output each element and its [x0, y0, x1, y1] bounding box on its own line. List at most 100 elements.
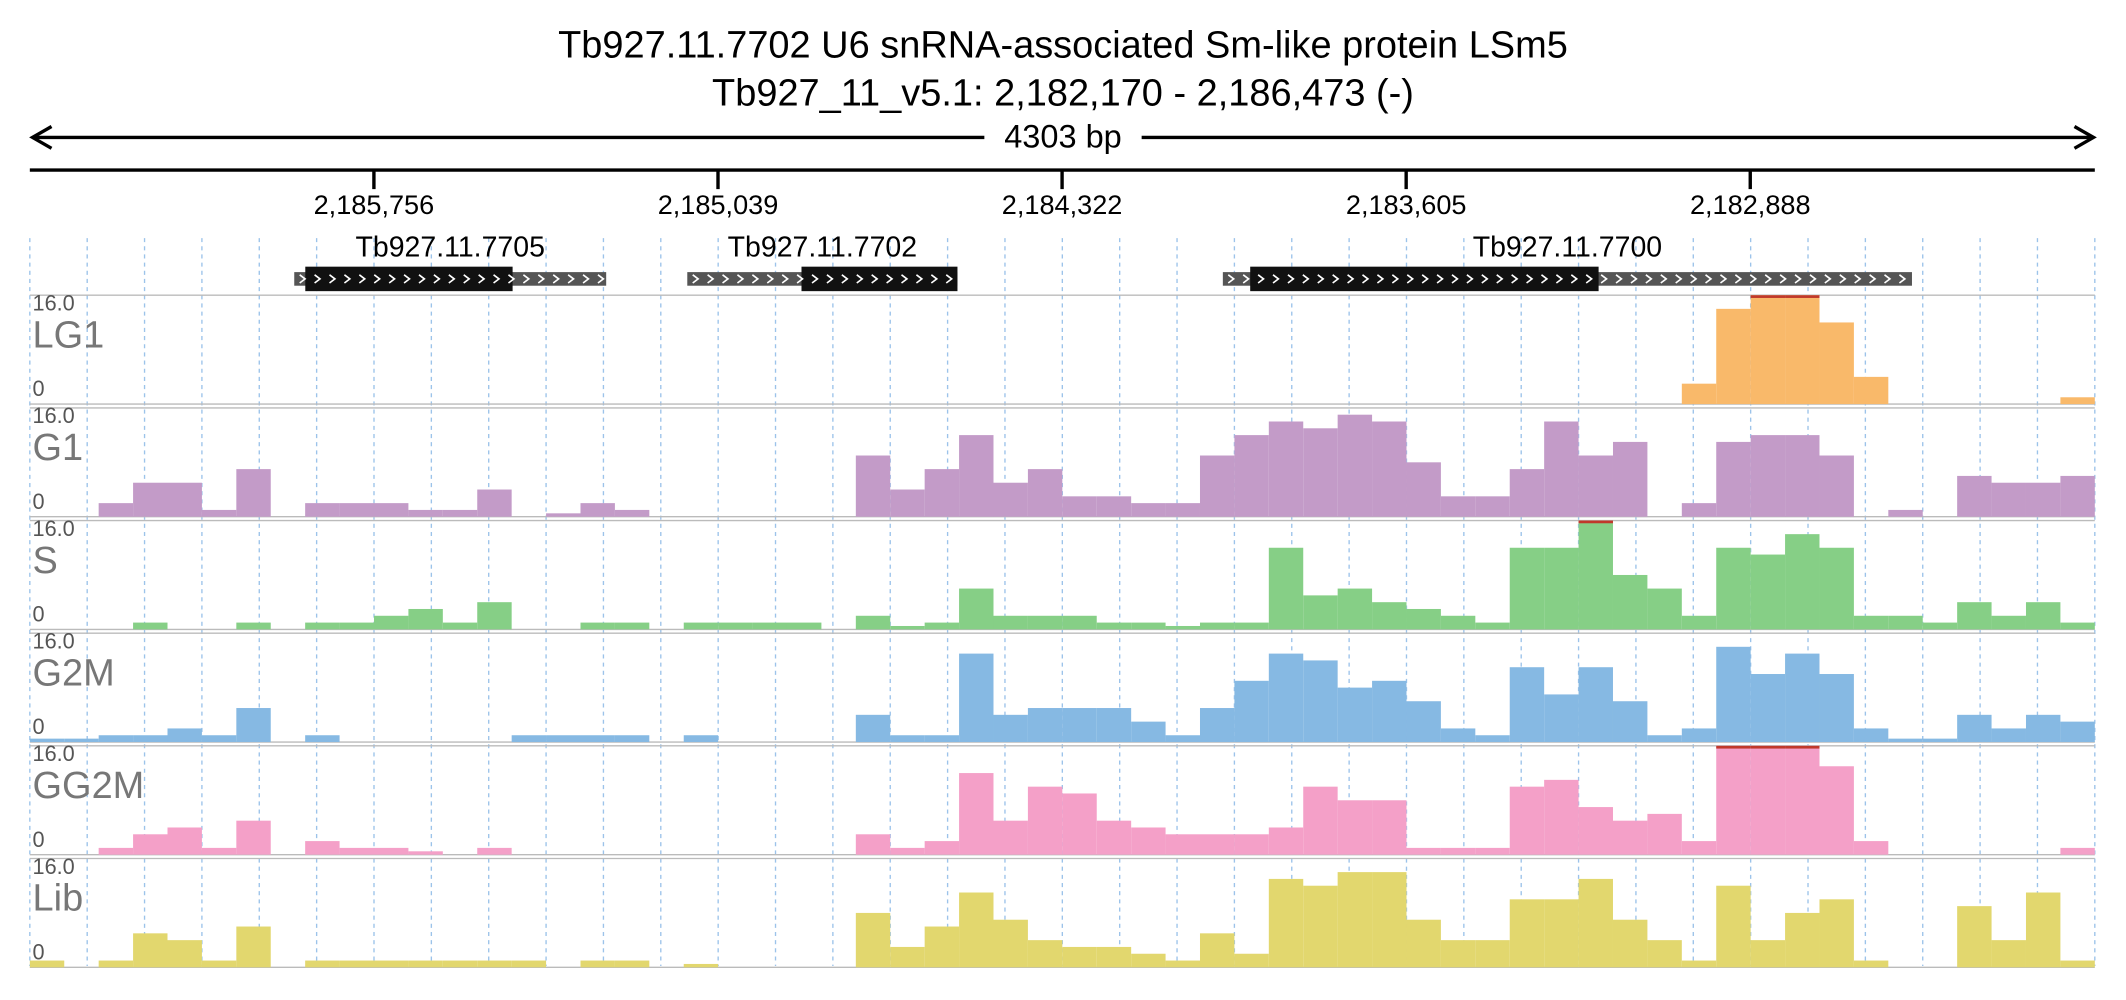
strand-chevron: [373, 274, 382, 284]
coverage-bar: [201, 509, 237, 517]
coverage-bar: [1819, 455, 1854, 517]
strand-chevron: [1406, 274, 1415, 284]
coverage-bar: [1544, 547, 1579, 630]
coverage-bar: [1406, 919, 1441, 968]
coverage-bar: [236, 708, 271, 743]
coverage-bar: [133, 622, 168, 630]
coverage-bar: [1372, 872, 1407, 968]
strand-chevron: [552, 274, 561, 284]
strand-chevron: [314, 274, 322, 284]
coverage-bar: [1716, 646, 1751, 743]
coverage-bar: [1819, 547, 1854, 630]
coverage-bar: [1647, 588, 1682, 630]
coverage-bar: [1681, 503, 1717, 517]
strand-chevron: [418, 274, 426, 284]
strand-chevron: [1227, 274, 1236, 284]
coverage-bar: [1544, 421, 1579, 517]
strand-chevron: [1257, 274, 1265, 284]
coverage-bar: [1199, 455, 1235, 517]
strand-chevron: [1526, 274, 1534, 284]
coverage-bar: [890, 735, 925, 743]
y-tick-label: 0: [33, 939, 45, 964]
coverage-bar: [959, 892, 994, 968]
y-tick-label: 16.0: [33, 854, 75, 879]
y-tick-label: 16.0: [33, 516, 75, 541]
coverage-bar: [477, 847, 512, 855]
coverage-bar: [1681, 383, 1717, 405]
coverage-bar: [1096, 496, 1132, 517]
coverage-bar: [1199, 708, 1235, 743]
strand-chevron: [811, 274, 819, 284]
strand-chevron: [299, 274, 307, 284]
coverage-bar: [201, 735, 237, 743]
strand-chevron: [537, 274, 546, 284]
coverage-bar: [752, 622, 787, 630]
strand-chevron: [1764, 274, 1772, 284]
coverage-bar: [1062, 708, 1097, 743]
coverage-bar: [1027, 940, 1063, 968]
coverage-bar: [1888, 615, 1923, 630]
coverage-bar: [98, 960, 134, 968]
x-tick-label: 2,183,605: [1346, 189, 1467, 220]
coverage-bar: [1199, 834, 1235, 855]
coverage-bar: [1165, 735, 1200, 743]
coverage-bar: [98, 503, 134, 517]
coverage-bar: [890, 946, 925, 968]
coverage-bar: [236, 469, 271, 517]
coverage-bar: [133, 834, 168, 855]
coverage-bar: [408, 851, 443, 855]
strand-chevron: [388, 274, 396, 284]
coverage-bar: [1612, 820, 1648, 855]
coverage-bar: [1337, 588, 1373, 630]
coverage-bar: [2060, 475, 2095, 517]
coverage-bar: [1785, 653, 1820, 743]
coverage-bar: [133, 933, 168, 968]
coverage-bar: [2060, 721, 2095, 743]
coverage-bar: [2025, 714, 2061, 743]
coverage-bar: [98, 735, 134, 743]
strand-chevron: [1376, 274, 1385, 284]
coverage-bar: [993, 820, 1028, 855]
coverage-bar: [1303, 885, 1338, 968]
coverage-bar: [580, 622, 615, 630]
coverage-bar: [890, 489, 925, 517]
coverage-bar: [924, 841, 960, 855]
strand-chevron: [597, 274, 605, 284]
coverage-bar: [1131, 503, 1166, 517]
strand-chevron: [1824, 274, 1832, 284]
strand-chevron: [1809, 274, 1817, 284]
y-tick-label: 0: [33, 376, 45, 401]
coverage-bar: [442, 960, 478, 968]
coverage-bar: [1303, 428, 1338, 517]
coverage-bar: [924, 469, 960, 517]
coverage-bar: [1303, 595, 1338, 630]
strand-chevron: [1511, 274, 1519, 284]
coverage-bar: [1612, 441, 1648, 517]
coverage-bar: [373, 615, 409, 630]
coverage-bar: [167, 482, 202, 517]
strand-chevron: [522, 274, 531, 284]
coverage-bar: [614, 622, 650, 630]
strand-chevron: [1347, 274, 1355, 284]
coverage-bar: [1062, 793, 1097, 855]
coverage-bar: [1062, 615, 1097, 630]
coverage-bar: [1612, 919, 1648, 968]
coverage-bar: [1957, 714, 1992, 743]
coverage-bar: [1440, 615, 1476, 630]
strand-chevron: [1362, 274, 1370, 284]
coverage-bar: [2060, 397, 2095, 405]
strand-chevron: [1421, 274, 1429, 284]
coverage-bar: [1337, 872, 1373, 968]
coverage-bar: [1165, 625, 1200, 630]
span-label: 4303 bp: [1004, 117, 1122, 154]
strand-chevron: [1496, 274, 1504, 284]
coverage-bar: [1027, 786, 1063, 855]
coverage-bar: [580, 503, 615, 517]
strand-chevron: [692, 274, 700, 284]
strand-chevron: [901, 274, 909, 284]
coverage-bar: [1544, 779, 1579, 855]
coverage-bar: [1165, 960, 1200, 968]
coverage-bar: [1268, 547, 1304, 630]
coverage-bar: [959, 435, 994, 517]
